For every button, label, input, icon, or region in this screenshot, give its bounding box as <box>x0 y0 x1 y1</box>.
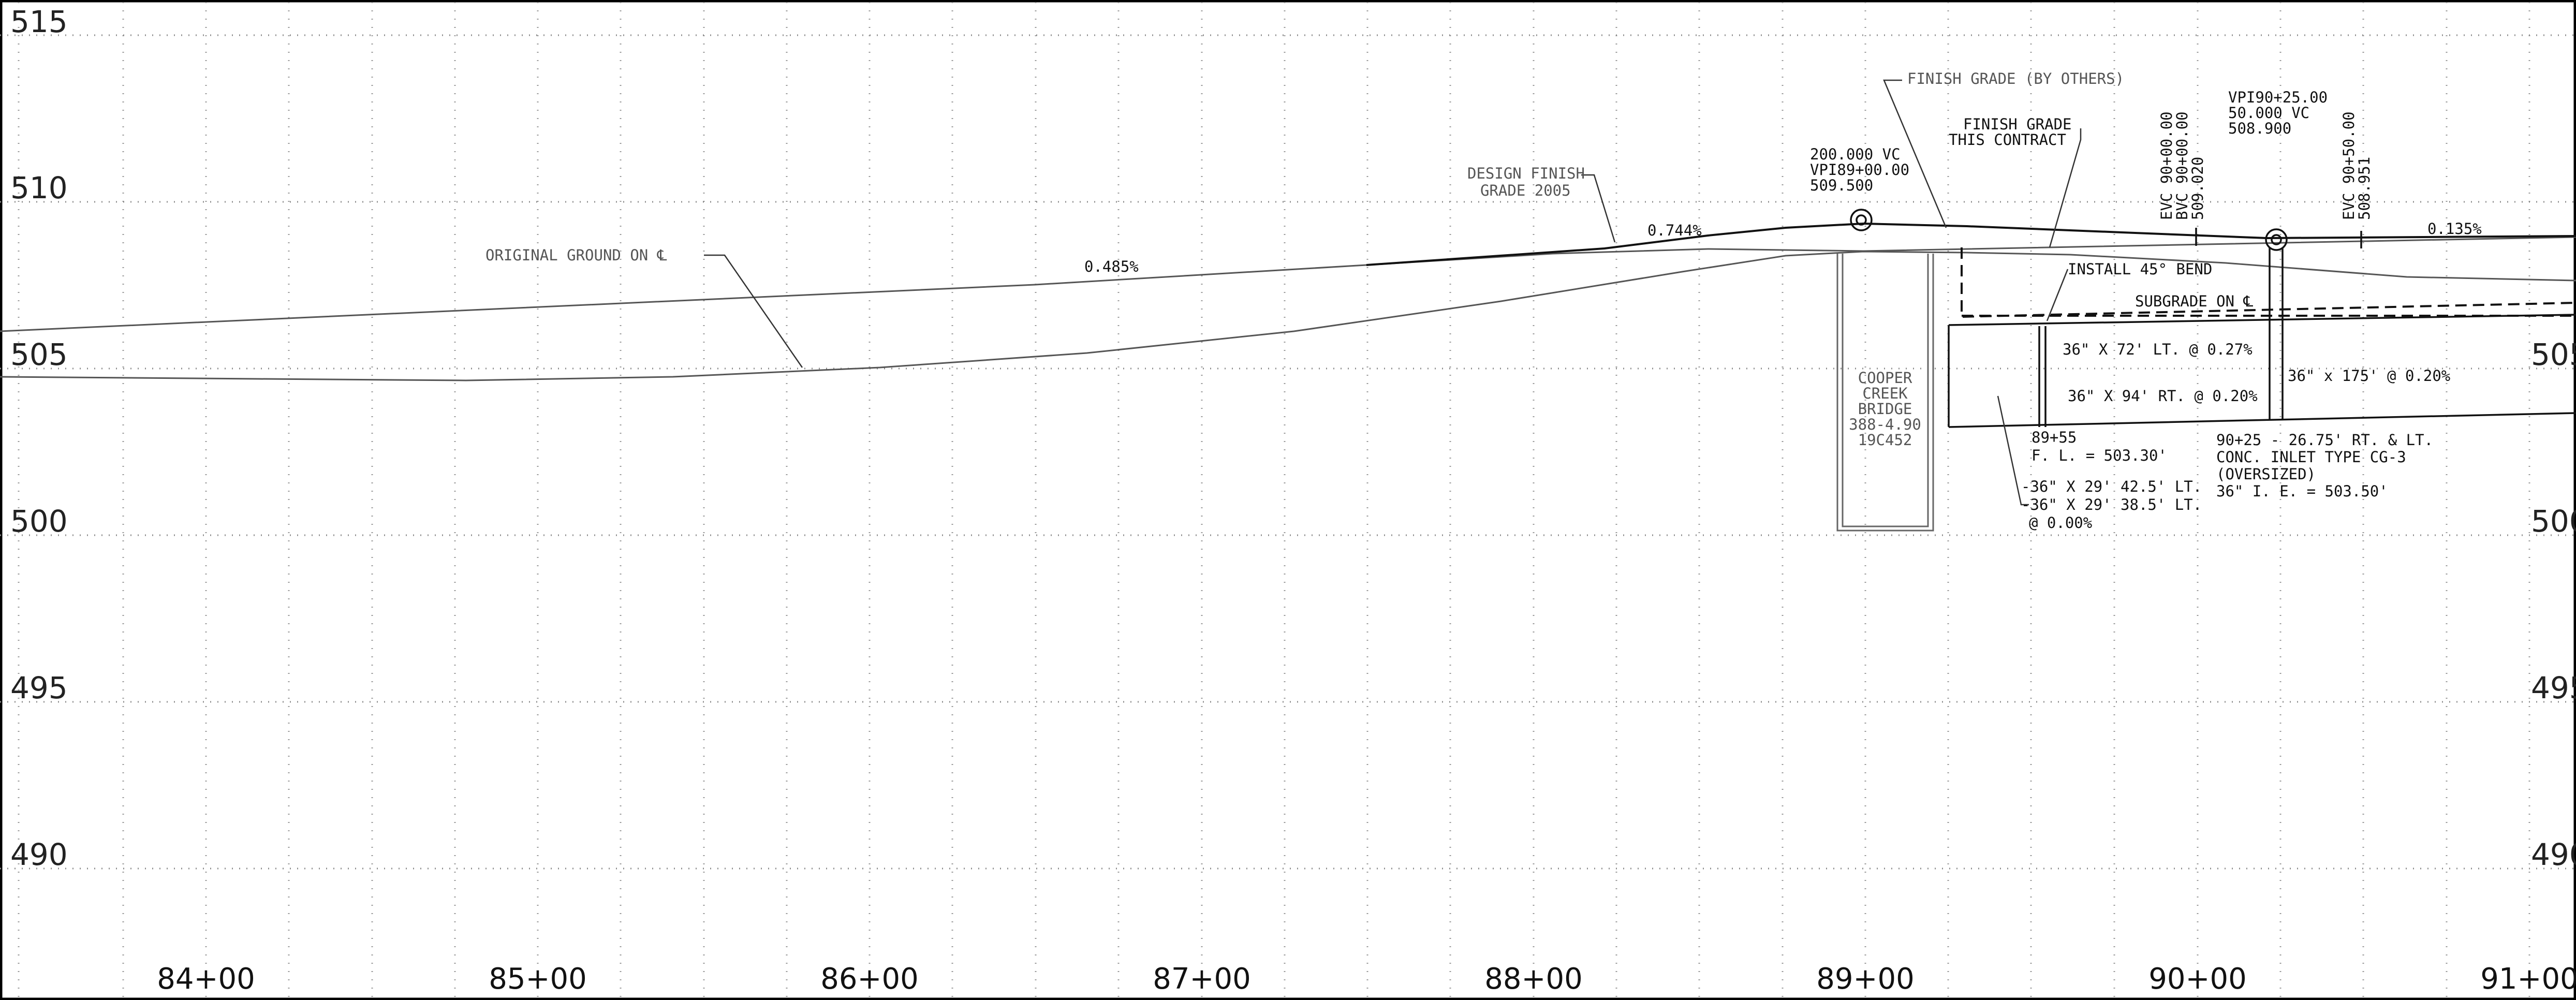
label-pipe-385: -36" X 29' 38.5' LT. <box>2021 496 2202 513</box>
station-label-85: 85+00 <box>489 962 586 996</box>
elev-label-500: 500 <box>10 504 68 539</box>
label-fl: F. L. = 503.30' <box>2032 447 2167 464</box>
label-pipe-425: -36" X 29' 42.5' LT. <box>2021 478 2202 495</box>
label-inlet-4: 36" I. E. = 503.50' <box>2216 482 2388 500</box>
label-evc2-elev: 508.951 <box>2356 157 2373 220</box>
design-finish-grade-line <box>1366 222 2576 266</box>
elev-label-490: 490 <box>10 837 68 872</box>
label-pipe-94: 36" X 94' RT. @ 0.20% <box>2068 387 2258 405</box>
label-finish-this-1: FINISH GRADE <box>1963 115 2072 133</box>
leader-original-ground <box>704 254 803 368</box>
elev-label-505: 505 <box>10 337 68 372</box>
vpi-2-marker-inner <box>2271 234 2282 245</box>
station-label-87: 87+00 <box>1153 962 1250 996</box>
label-evc2: EVC 90+50.00 <box>2340 111 2358 220</box>
label-sta-8955: 89+55 <box>2032 429 2077 446</box>
leader-89-55 <box>1997 395 2029 506</box>
label-bvc1: BVC 90+00.00 <box>2173 111 2191 220</box>
label-subgrade: SUBGRADE ON ℄ <box>2135 292 2254 310</box>
label-finish-this-2: THIS CONTRACT <box>1949 131 2066 149</box>
station-label-90: 90+00 <box>2148 962 2246 996</box>
right-elev-label-490: 490 <box>2531 837 2576 872</box>
right-elev-label-495: 495 <box>2531 670 2576 705</box>
label-pipe-175: 36" x 175' @ 0.20% <box>2288 367 2450 385</box>
leader-design-finish <box>1581 174 1616 243</box>
label-grade-0744: 0.744% <box>1647 222 1702 239</box>
vpi-1-marker <box>1850 209 1873 231</box>
label-slope-000: @ 0.00% <box>2029 514 2092 532</box>
station-label-86: 86+00 <box>820 962 918 996</box>
leader-finish-by-others <box>1883 79 1947 228</box>
label-evc1-elev: 509.020 <box>2189 157 2206 220</box>
pipe-36x72 <box>1948 314 2576 326</box>
label-bridge-5: 19C452 <box>1858 431 1912 449</box>
label-grade-0135: 0.135% <box>2427 220 2482 238</box>
label-finish-by-others: FINISH GRADE (BY OTHERS) <box>1907 70 2124 87</box>
label-grade-0485: 0.485% <box>1084 258 1139 275</box>
vpi-2-marker <box>2265 228 2288 251</box>
label-bridge-3: BRIDGE <box>1858 400 1912 418</box>
label-vpi2-elev: 508.900 <box>2228 120 2291 137</box>
existing-grade-line <box>0 236 2576 332</box>
label-inlet-3: (OVERSIZED) <box>2216 465 2316 483</box>
vpi-1-marker-inner <box>1856 214 1867 226</box>
elev-label-510: 510 <box>10 170 68 205</box>
pipe-36x94 <box>1948 412 2576 428</box>
elev-label-495: 495 <box>10 670 68 705</box>
right-elev-label-500: 500 <box>2531 504 2576 539</box>
cooper-creek-bridge-inner <box>1842 254 1929 527</box>
label-inlet-1: 90+25 - 26.75' RT. & LT. <box>2216 431 2433 449</box>
cooper-creek-bridge-outline <box>1836 254 1934 532</box>
leader-finish-this <box>2049 128 2082 248</box>
right-elev-label-505: 505 <box>2531 337 2576 372</box>
station-label-88: 88+00 <box>1484 962 1582 996</box>
label-vpi2-vc: 50.000 VC <box>2228 104 2309 122</box>
label-vpi2-sta: VPI90+25.00 <box>2228 89 2328 106</box>
label-install-bend: INSTALL 45° BEND <box>2068 260 2212 278</box>
label-inlet-2: CONC. INLET TYPE CG-3 <box>2216 448 2406 466</box>
label-bridge-4: 388-4.90 <box>1849 416 1921 433</box>
station-label-91: 91+00 <box>2480 962 2576 996</box>
label-original-ground: ORIGINAL GROUND ON ℄ <box>485 246 667 264</box>
label-vpi1-elev: 509.500 <box>1810 177 1873 194</box>
leader-install-bend <box>2046 269 2069 321</box>
station-label-89: 89+00 <box>1816 962 1914 996</box>
label-design-finish-1: DESIGN FINISH <box>1467 165 1585 182</box>
label-bridge-1: COOPER <box>1858 369 1912 387</box>
original-ground-line <box>0 251 2576 381</box>
label-vpi1-sta: VPI89+00.00 <box>1810 161 1909 179</box>
elev-label-515: 515 <box>10 4 68 39</box>
label-vpi1-vc: 200.000 VC <box>1810 145 1901 163</box>
label-pipe-72: 36" X 72' LT. @ 0.27% <box>2063 341 2253 358</box>
label-evc1: EVC 90+00.00 <box>2158 111 2175 220</box>
label-bridge-2: CREEK <box>1862 385 1908 402</box>
station-label-84: 84+00 <box>157 962 255 996</box>
label-design-finish-2: GRADE 2005 <box>1480 182 1571 199</box>
subgrade-line <box>1961 247 2576 318</box>
